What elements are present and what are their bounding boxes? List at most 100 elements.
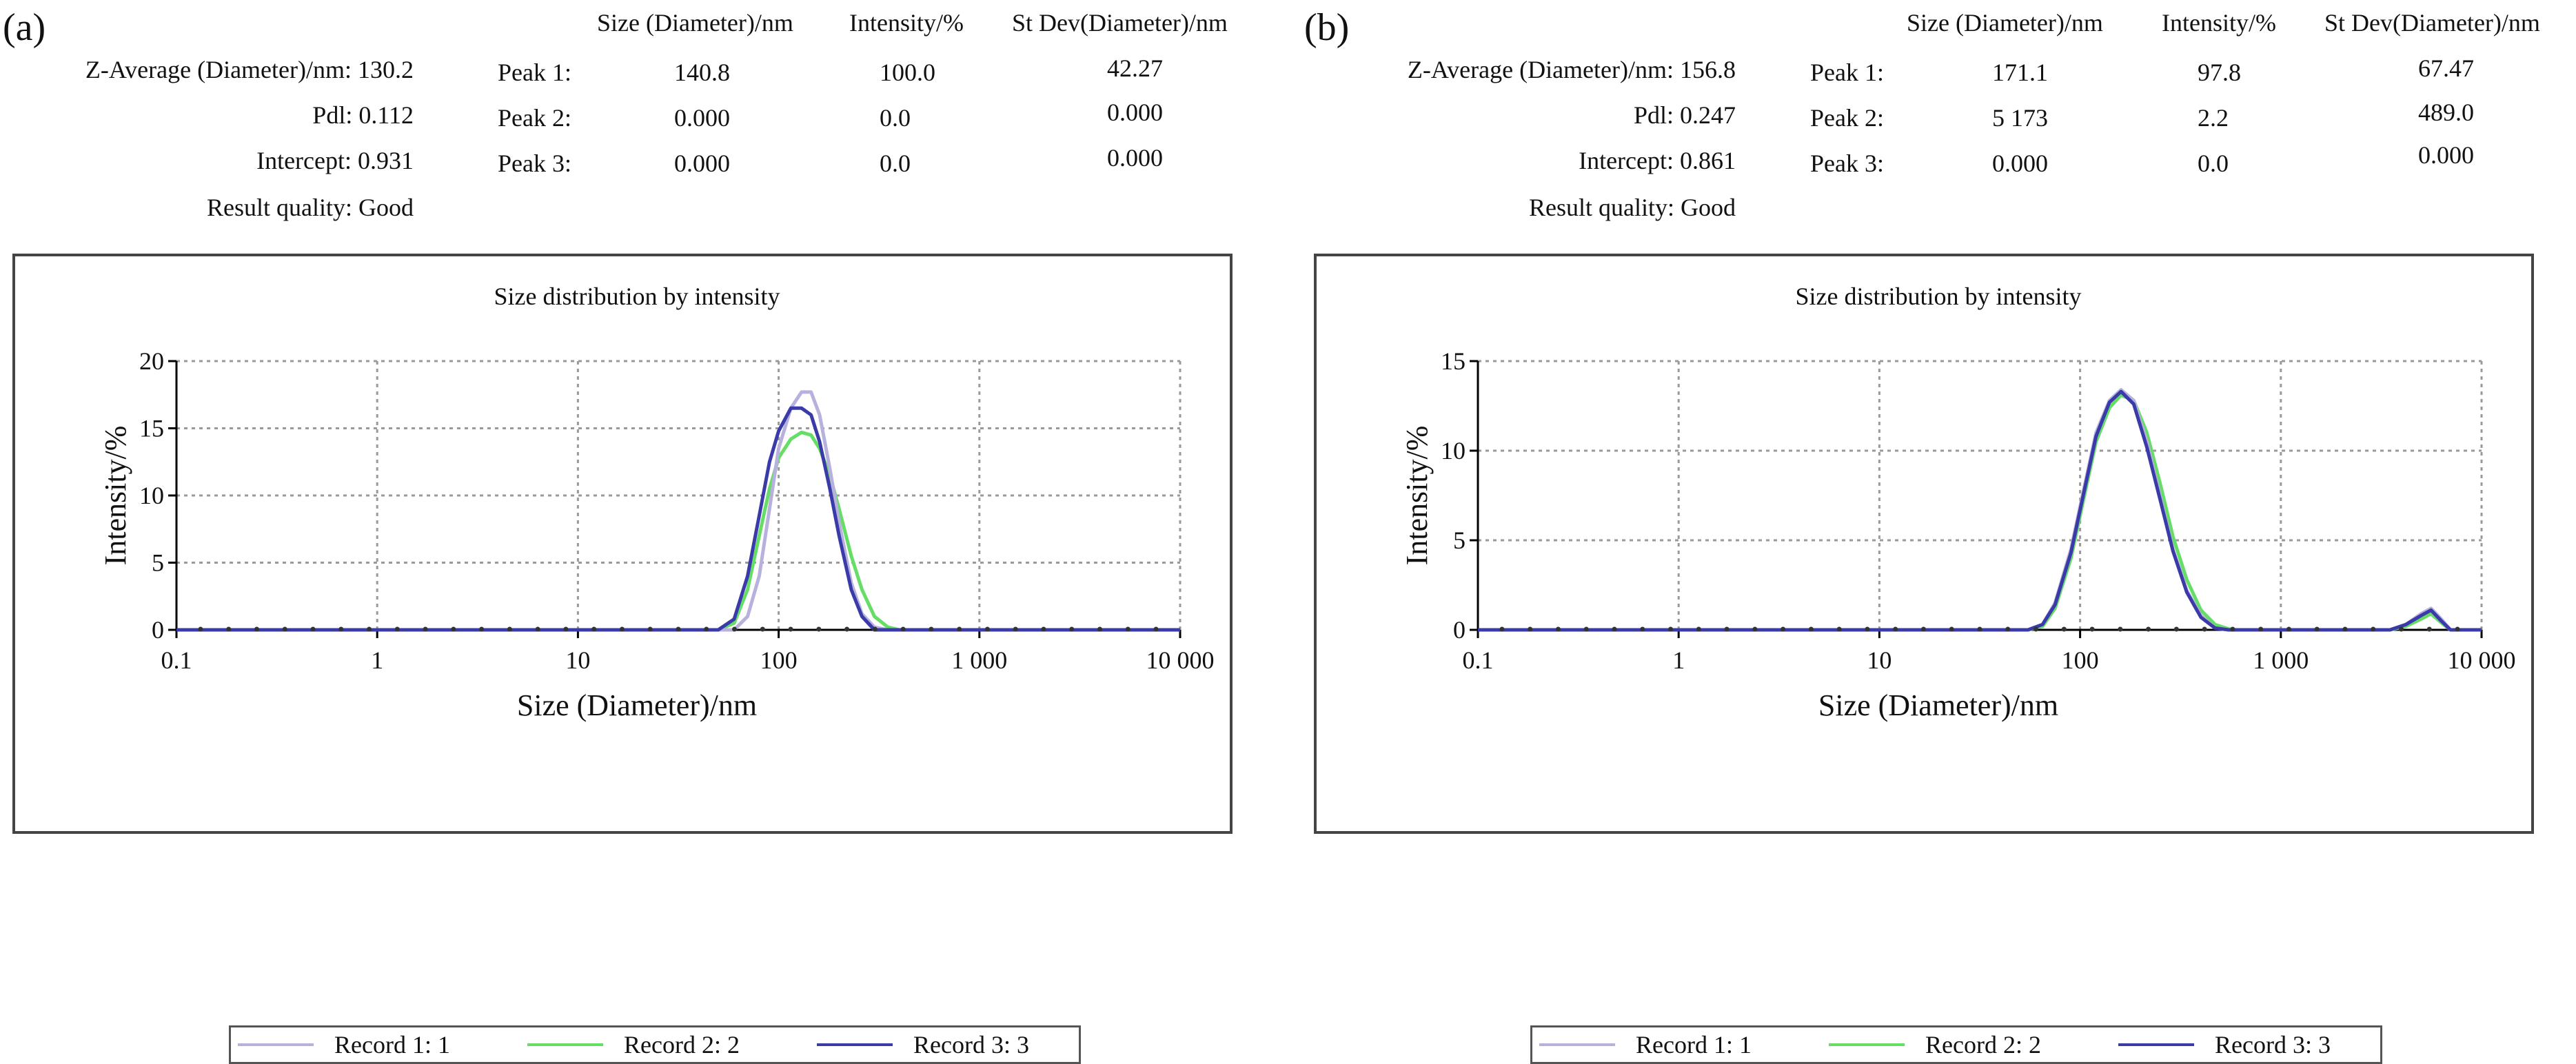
peak-label: Peak 2: xyxy=(1810,104,1884,132)
y-axis-label: Intensity/% xyxy=(99,426,132,566)
panel-a: (a) Z-Average (Diameter)/nm: 130.2 Pdl: … xyxy=(0,0,1288,1064)
baseline-marker xyxy=(2202,626,2207,632)
stat-z-average: Z-Average (Diameter)/nm: 130.2 xyxy=(85,56,414,83)
baseline-marker xyxy=(619,626,625,632)
x-tick-label: 0.1 xyxy=(1463,646,1494,674)
peak-size: 171.1 xyxy=(1992,59,2048,86)
header-stdev: St Dev(Diameter)/nm xyxy=(1012,9,1228,37)
series-line-2 xyxy=(1478,393,2482,632)
peak-size: 5 173 xyxy=(1992,104,2048,132)
baseline-marker xyxy=(2089,626,2095,632)
baseline-marker xyxy=(1612,626,1617,632)
peak-label: Peak 1: xyxy=(1810,59,1884,86)
baseline-marker xyxy=(1583,626,1589,632)
peak-intensity: 0.0 xyxy=(880,104,911,132)
x-tick-label: 1 xyxy=(371,646,383,674)
baseline-marker xyxy=(1640,626,1645,632)
baseline-marker xyxy=(2426,626,2432,632)
baseline-marker xyxy=(1893,626,1898,632)
baseline-marker xyxy=(984,626,990,632)
baseline-marker xyxy=(563,626,569,632)
peak-stdev: 42.27 xyxy=(1107,54,1163,82)
legend-swatch xyxy=(527,1043,603,1046)
header-intensity: Intensity/% xyxy=(849,9,964,37)
baseline-marker xyxy=(1555,626,1561,632)
x-tick-label: 1 000 xyxy=(2253,646,2309,674)
peak-size: 0.000 xyxy=(674,104,730,132)
y-tick-label: 5 xyxy=(1453,526,1466,554)
series-line-1 xyxy=(176,390,1180,632)
baseline-marker xyxy=(310,626,316,632)
stat-pdi: Pdl: 0.247 xyxy=(1633,101,1736,129)
y-tick-label: 20 xyxy=(139,347,164,375)
legend-item: Record 1: 1 xyxy=(1532,1027,1808,1062)
baseline-marker xyxy=(479,626,485,632)
x-tick-label: 10 000 xyxy=(2448,646,2516,674)
series-line-3 xyxy=(1478,389,2482,632)
stat-z-average: Z-Average (Diameter)/nm: 156.8 xyxy=(1407,56,1736,83)
baseline-marker xyxy=(1949,626,1954,632)
baseline-marker xyxy=(1696,626,1701,632)
legend-swatch xyxy=(1829,1043,1905,1046)
series-line-3 xyxy=(176,406,1180,632)
legend-swatch xyxy=(817,1043,893,1046)
x-axis-label: Size (Diameter)/nm xyxy=(1818,688,2058,722)
legend-label: Record 3: 3 xyxy=(913,1031,1029,1058)
baseline-marker xyxy=(2146,626,2151,632)
peak-size: 140.8 xyxy=(674,59,730,86)
baseline-marker xyxy=(2258,626,2264,632)
y-tick-label: 0 xyxy=(152,616,164,644)
baseline-marker xyxy=(1125,626,1130,632)
legend-swatch xyxy=(238,1043,314,1046)
baseline-marker xyxy=(367,626,372,632)
baseline-marker xyxy=(732,626,738,632)
peak-stdev: 0.000 xyxy=(2418,141,2474,169)
baseline-marker xyxy=(1069,626,1075,632)
chart-frame: Size distribution by intensity 0.1 1 10 100 1… xyxy=(1314,254,2534,1064)
chart-title: Size distribution by intensity xyxy=(1796,283,2082,310)
baseline-marker xyxy=(282,626,287,632)
x-tick-label: 100 xyxy=(2062,646,2099,674)
legend-label: Record 1: 1 xyxy=(1636,1031,1752,1058)
peak-label: Peak 1: xyxy=(498,59,571,86)
legend: Record 1: 1 Record 2: 2 Record 3: 3 xyxy=(1530,1025,2382,1064)
baseline-marker xyxy=(394,626,400,632)
baseline-marker xyxy=(507,626,512,632)
baseline-marker xyxy=(338,626,344,632)
peak-intensity: 100.0 xyxy=(880,59,935,86)
legend-label: Record 2: 2 xyxy=(1925,1031,2041,1058)
peak-stdev: 0.000 xyxy=(1107,144,1163,172)
stat-result-quality: Result quality: Good xyxy=(207,194,414,221)
peak-stdev: 489.0 xyxy=(2418,99,2474,126)
baseline-marker xyxy=(226,626,232,632)
y-tick-label: 0 xyxy=(1453,616,1466,644)
peak-intensity: 97.8 xyxy=(2198,59,2241,86)
x-tick-label: 10 000 xyxy=(1146,646,1215,674)
baseline-marker xyxy=(1041,626,1046,632)
legend-swatch xyxy=(1539,1043,1615,1046)
x-axis-label: Size (Diameter)/nm xyxy=(517,688,757,722)
baseline-marker xyxy=(1724,626,1730,632)
stat-intercept: Intercept: 0.861 xyxy=(1579,147,1736,174)
peak-stdev: 0.000 xyxy=(1107,99,1163,126)
stat-intercept: Intercept: 0.931 xyxy=(256,147,414,174)
baseline-marker xyxy=(591,626,597,632)
peak-stdev: 67.47 xyxy=(2418,54,2474,82)
baseline-marker xyxy=(2399,626,2404,632)
baseline-marker xyxy=(1836,626,1842,632)
baseline-marker xyxy=(1013,626,1018,632)
baseline-marker xyxy=(1528,626,1533,632)
baseline-marker xyxy=(1865,626,1870,632)
y-tick-label: 5 xyxy=(152,549,164,577)
baseline-marker xyxy=(1752,626,1758,632)
baseline-marker xyxy=(872,626,878,632)
peak-size: 0.000 xyxy=(1992,150,2048,177)
baseline-marker xyxy=(760,626,765,632)
header-stdev: St Dev(Diameter)/nm xyxy=(2324,9,2540,37)
baseline-marker xyxy=(900,626,906,632)
y-tick-label: 10 xyxy=(1441,437,1466,464)
baseline-marker xyxy=(2061,626,2067,632)
legend-item: Record 3: 3 xyxy=(2111,1027,2380,1062)
header-size: Size (Diameter)/nm xyxy=(1907,9,2103,37)
